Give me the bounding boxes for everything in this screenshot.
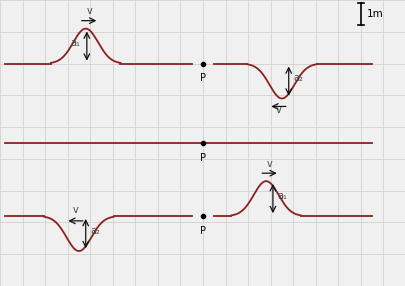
Text: P: P <box>200 152 205 162</box>
Text: 1m: 1m <box>366 9 382 19</box>
Text: a₁: a₁ <box>70 38 80 48</box>
Text: v: v <box>72 205 78 215</box>
Text: v: v <box>275 105 281 115</box>
Text: a₂: a₂ <box>292 73 303 83</box>
Text: v: v <box>266 159 272 169</box>
Text: a₂: a₂ <box>90 226 100 236</box>
Text: v: v <box>86 6 92 16</box>
Text: P: P <box>200 226 205 236</box>
Text: a₁: a₁ <box>277 190 287 200</box>
Text: P: P <box>200 73 205 83</box>
